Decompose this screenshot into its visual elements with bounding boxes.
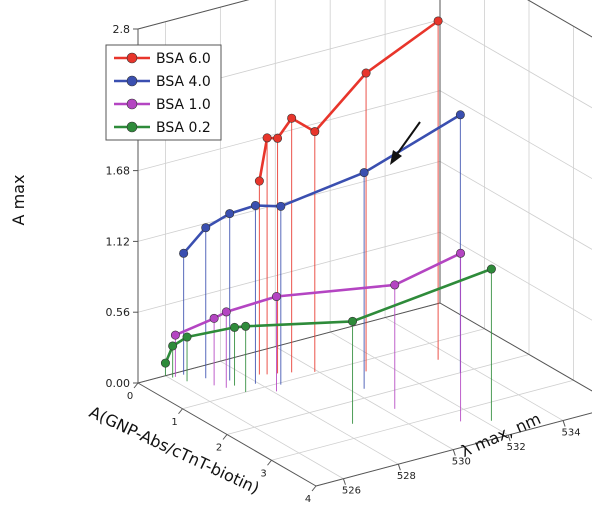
data-point <box>221 307 231 317</box>
axis-edge <box>315 412 592 487</box>
y-tick-mark <box>562 420 566 427</box>
legend-marker <box>126 121 138 133</box>
data-point <box>225 209 235 219</box>
legend-label: BSA 6.0 <box>156 51 211 67</box>
gridline <box>137 231 441 313</box>
gridline <box>220 360 399 465</box>
gridline <box>439 302 592 392</box>
z-tick-label: 1.12 <box>106 235 131 248</box>
y-tick-mark <box>397 464 401 471</box>
data-point <box>168 341 178 351</box>
y-tick-mark <box>342 478 346 485</box>
series-line <box>182 113 462 255</box>
data-point <box>254 176 264 186</box>
y-tick-mark <box>452 449 456 456</box>
y-tick-label: 530 <box>452 457 471 468</box>
data-point <box>160 358 170 368</box>
data-point <box>170 330 180 340</box>
data-point <box>241 321 251 331</box>
data-point <box>310 127 320 137</box>
gridline <box>226 354 530 435</box>
data-point <box>287 113 297 123</box>
gridline <box>439 231 592 321</box>
legend-marker <box>126 52 138 64</box>
gridline <box>439 161 592 250</box>
z-tick-label: 0.56 <box>106 306 131 319</box>
gridline <box>271 379 574 461</box>
gridline <box>182 328 485 410</box>
data-point <box>455 110 465 120</box>
gridline <box>165 375 344 480</box>
series-layer <box>160 16 496 368</box>
y-tick-mark <box>507 434 511 442</box>
x-tick-label: 1 <box>171 417 177 428</box>
x-tick-label: 3 <box>260 468 266 479</box>
legend-label: BSA 4.0 <box>156 74 211 90</box>
data-point <box>433 16 443 26</box>
z-tick-label: 0.00 <box>106 377 131 390</box>
gridline <box>527 0 592 38</box>
x-tick-mark <box>133 382 139 389</box>
y-tick-label: 534 <box>562 428 581 439</box>
data-point <box>456 248 466 258</box>
y-tick-label: 526 <box>342 486 361 497</box>
z-tick-label: 2.8 <box>113 23 131 36</box>
axis-edge <box>137 0 250 30</box>
axis-edge <box>439 302 592 392</box>
annotation-arrow <box>390 121 421 165</box>
x-tick-label: 2 <box>216 443 222 454</box>
legend-label: BSA 0.2 <box>156 120 211 136</box>
axis-edge <box>527 0 592 38</box>
x-tick-mark <box>267 459 272 466</box>
x-tick-mark <box>311 485 317 492</box>
y-tick-label: 528 <box>397 471 416 482</box>
gridline <box>329 331 509 436</box>
legend-label: BSA 1.0 <box>156 97 211 113</box>
y-tick-label: 532 <box>507 442 526 453</box>
data-point <box>182 332 192 342</box>
x-tick-label: 0 <box>127 391 133 402</box>
data-point <box>209 313 219 323</box>
x-tick-mark <box>178 408 183 415</box>
data-point <box>230 322 240 332</box>
data-point <box>361 68 371 78</box>
z-axis-label: A max <box>9 175 28 226</box>
gridline <box>275 346 454 450</box>
legend: BSA 6.0 BSA 4.0 BSA 1.0 BSA 0.2 <box>105 44 222 141</box>
legend-marker <box>126 98 138 110</box>
legend-marker <box>126 75 138 87</box>
gridline <box>439 19 592 109</box>
gridline <box>384 317 564 421</box>
data-point <box>348 316 358 326</box>
axis-edge <box>137 302 441 384</box>
gridline <box>315 412 592 487</box>
x-tick-label: 4 <box>305 494 311 505</box>
data-point <box>273 133 283 143</box>
data-point <box>201 223 211 233</box>
gridline <box>137 90 441 171</box>
gridline <box>439 90 592 180</box>
y-axis-label: λ max, nm <box>458 409 544 461</box>
series-line <box>258 19 439 182</box>
data-point <box>486 264 496 274</box>
data-point <box>262 133 272 143</box>
data-point <box>179 248 189 258</box>
legend-box <box>105 44 222 141</box>
gridline <box>439 302 592 392</box>
gridline <box>137 0 250 30</box>
data-point <box>390 280 400 290</box>
series-line <box>174 252 462 337</box>
data-point <box>276 201 286 211</box>
data-point <box>250 201 260 211</box>
z-tick-label: 1.68 <box>106 165 131 178</box>
data-point <box>359 168 369 178</box>
data-point <box>272 292 282 302</box>
x-tick-mark <box>222 434 228 440</box>
gridline <box>137 161 441 242</box>
